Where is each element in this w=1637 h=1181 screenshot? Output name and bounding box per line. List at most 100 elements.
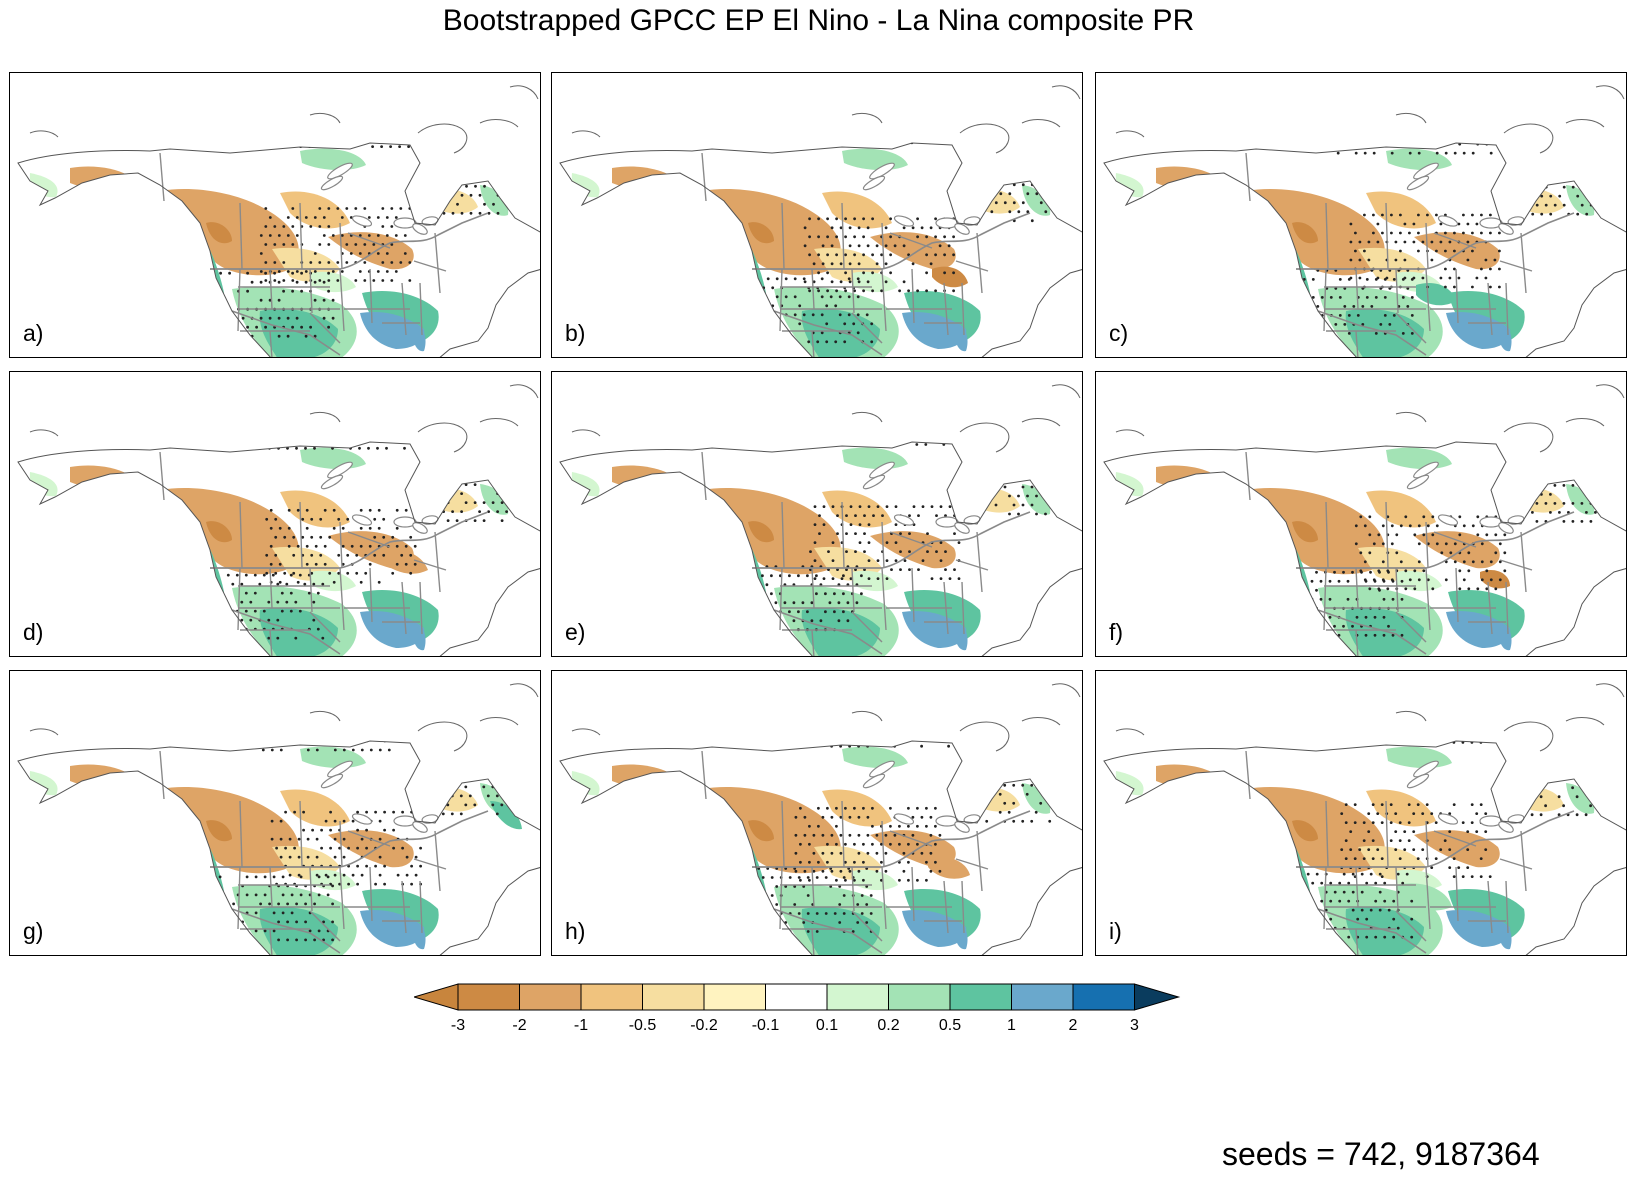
lake: [320, 773, 344, 789]
map-panel: g): [9, 670, 541, 956]
coastline: [1503, 422, 1554, 453]
precip-patch: [206, 521, 232, 543]
lake: [1437, 514, 1459, 526]
map-panel: d): [9, 371, 541, 657]
coastline: [309, 710, 341, 722]
panel-label: h): [565, 918, 586, 944]
coastline: [959, 721, 1010, 752]
colorbar-box: [580, 983, 643, 1011]
lake: [1498, 223, 1514, 235]
map-figure: [17, 85, 540, 357]
colorbar: -3 -2 -1 -0.5 -0.2 -0.1 0.1 0.2 0.5 1 2 3: [414, 983, 1181, 1034]
panel-label: d): [23, 619, 44, 645]
precip-patch: [1292, 820, 1318, 842]
coastline: [309, 112, 341, 124]
coastline: [851, 411, 883, 423]
lake: [893, 215, 915, 227]
coastline: [1595, 384, 1625, 399]
precip-patch: [490, 801, 522, 830]
lake: [954, 522, 970, 534]
precip-patch: [382, 550, 428, 574]
lake: [320, 474, 344, 490]
map-figure: [559, 85, 1082, 357]
precip-patch: [1366, 789, 1436, 827]
coastline: [1595, 683, 1625, 698]
coastline: [559, 441, 1082, 656]
borders: [701, 451, 1031, 656]
colorbar-box: [642, 983, 705, 1011]
precip-patch: [1022, 185, 1051, 216]
panel-label: g): [23, 918, 44, 944]
borders: [159, 152, 489, 357]
precip-patch: [1366, 191, 1436, 229]
lake: [351, 514, 373, 526]
lake: [862, 175, 886, 191]
coastline: [1503, 721, 1554, 752]
map-panel: i): [1095, 670, 1627, 956]
coastline: [1565, 418, 1605, 427]
map-panel: e): [551, 371, 1083, 657]
seeds-text: seeds = 742, 9187364: [1222, 1136, 1540, 1172]
lake: [327, 461, 353, 479]
map-figure: [17, 683, 540, 955]
panel-label: b): [565, 320, 586, 346]
map-figure: [1103, 85, 1626, 357]
colorbar-box: [826, 983, 889, 1011]
precip-patch: [480, 484, 509, 515]
coastline: [509, 384, 539, 399]
coastline: [1395, 710, 1427, 722]
coastline: [479, 717, 519, 726]
colorbar-tick-label: 2: [1069, 1017, 1078, 1034]
coastline: [851, 710, 883, 722]
coastline: [29, 429, 59, 437]
colorbar-tick-label: -0.2: [690, 1017, 718, 1034]
precip-patch: [1414, 232, 1500, 270]
coastline: [1595, 85, 1625, 100]
lake: [327, 760, 353, 778]
coastline: [479, 119, 519, 128]
panel-label: a): [23, 320, 44, 346]
precip-patch: [280, 490, 350, 528]
precip-patch: [1414, 830, 1500, 868]
precip-patch: [1446, 909, 1511, 947]
map-figure: [559, 683, 1082, 955]
map-figure: [559, 384, 1082, 656]
coastline: [1021, 717, 1061, 726]
precip-patch: [206, 222, 232, 244]
coastline: [1021, 119, 1061, 128]
coastline: [851, 112, 883, 124]
colorbar-triangle-high: [1134, 983, 1181, 1011]
map-panel: a): [9, 72, 541, 358]
lake: [1406, 175, 1430, 191]
lake: [1413, 162, 1439, 180]
precip-patch: [748, 521, 774, 543]
colorbar-box: [703, 983, 766, 1011]
lake: [412, 821, 428, 833]
panel-label: e): [565, 619, 586, 645]
coastline: [1103, 142, 1626, 357]
lake: [412, 223, 428, 235]
coastline: [17, 740, 540, 955]
map-figure: [1103, 384, 1626, 656]
coastline: [1565, 119, 1605, 128]
coastline: [479, 418, 519, 427]
colorbar-tick-label: -3: [451, 1017, 465, 1034]
coastline: [1395, 112, 1427, 124]
coastline: [571, 130, 601, 138]
coastline: [417, 123, 468, 154]
colorbar-tick-label: -0.5: [629, 1017, 657, 1034]
precip-patch: [1022, 484, 1051, 515]
coastline: [417, 721, 468, 752]
borders: [701, 152, 1031, 357]
panel-label: i): [1109, 918, 1122, 944]
coastline: [1103, 740, 1626, 955]
coastline: [309, 411, 341, 423]
borders: [159, 451, 489, 656]
coastline: [509, 683, 539, 698]
map-panel: b): [551, 72, 1083, 358]
precip-patch: [928, 856, 970, 879]
precip-patch: [748, 222, 774, 244]
coastline: [417, 422, 468, 453]
precip-patch: [870, 531, 956, 569]
coastline: [1103, 441, 1626, 656]
